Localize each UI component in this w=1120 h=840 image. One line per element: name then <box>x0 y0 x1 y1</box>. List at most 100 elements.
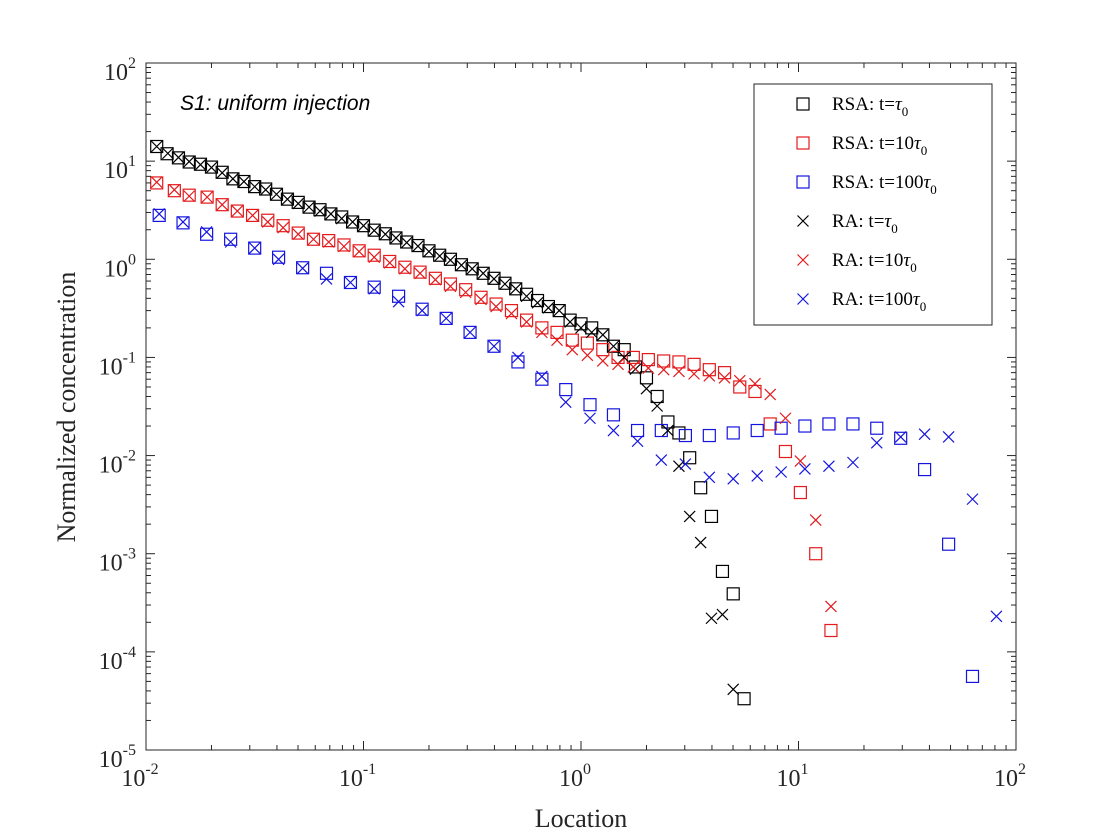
data-point <box>655 454 668 466</box>
data-point <box>368 224 381 237</box>
data-point <box>411 238 425 253</box>
data-point <box>504 304 519 318</box>
data-point <box>433 250 446 262</box>
data-point <box>627 361 640 373</box>
data-point <box>737 692 751 706</box>
data-point <box>542 301 555 314</box>
data-point <box>183 190 196 203</box>
data-point <box>390 232 402 244</box>
y-tick-label: 10-4 <box>99 644 136 675</box>
data-point <box>367 280 381 294</box>
data-point <box>215 198 229 212</box>
data-point <box>474 290 488 304</box>
data-point <box>216 198 229 211</box>
data-point <box>463 325 477 339</box>
data-point <box>512 351 524 364</box>
data-point <box>368 251 381 264</box>
legend-label: RA: t=100τ0 <box>832 289 926 314</box>
data-point <box>443 277 458 291</box>
data-point <box>596 328 609 341</box>
data-point <box>705 612 718 625</box>
data-point <box>291 226 305 240</box>
data-point <box>238 175 250 188</box>
data-point <box>168 183 181 196</box>
data-point <box>320 273 333 285</box>
data-point <box>413 265 427 279</box>
data-point <box>400 236 413 249</box>
data-point <box>535 321 549 335</box>
y-tick-label: 10-1 <box>99 349 136 380</box>
data-point <box>161 147 174 160</box>
data-point <box>487 339 501 353</box>
x-tick-label: 10-2 <box>121 761 158 792</box>
data-point <box>150 176 163 189</box>
data-point <box>444 280 457 293</box>
data-point <box>918 428 931 441</box>
data-point <box>775 466 788 478</box>
data-point <box>630 423 645 438</box>
y-axis-title: Normalized concentration <box>52 272 81 543</box>
x-tick-label: 102 <box>994 761 1026 792</box>
data-point <box>231 205 244 217</box>
data-point <box>733 374 746 387</box>
data-point <box>965 669 980 684</box>
data-point <box>335 212 348 225</box>
legend-entry-6: RA: t=100τ0 <box>797 289 926 314</box>
data-point <box>727 472 740 485</box>
legend-marker <box>796 97 810 111</box>
data-point <box>596 343 610 357</box>
legend-label: RSA: t=100τ0 <box>832 172 937 197</box>
data-point <box>428 271 442 285</box>
data-point <box>990 610 1003 623</box>
data-point <box>194 158 207 171</box>
legend-entry-1: RSA: t=τ0 <box>796 94 908 119</box>
data-point <box>606 339 621 353</box>
data-point <box>499 278 511 290</box>
data-point <box>459 283 473 297</box>
series-5 <box>150 176 837 613</box>
data-point <box>322 236 335 248</box>
data-point <box>726 426 740 440</box>
data-point <box>415 302 429 316</box>
data-point <box>566 343 579 356</box>
data-point <box>726 587 740 601</box>
data-point <box>392 295 405 308</box>
data-point <box>511 355 525 369</box>
chart-annotation: S1: uniform injection <box>180 92 370 115</box>
data-point <box>172 151 185 164</box>
data-point <box>464 326 476 339</box>
legend-marker <box>796 136 810 150</box>
y-tick-label: 100 <box>104 251 136 282</box>
data-point <box>477 267 490 280</box>
data-point <box>639 371 654 385</box>
legend-marker <box>797 215 809 227</box>
data-point <box>357 219 370 232</box>
data-point <box>271 250 286 264</box>
data-point <box>651 400 664 412</box>
y-tick-label: 10-5 <box>99 742 136 773</box>
data-point <box>224 232 238 246</box>
series-2 <box>150 176 838 638</box>
data-point <box>824 623 838 638</box>
data-point <box>763 417 777 431</box>
data-point <box>612 358 624 371</box>
data-point <box>809 547 823 561</box>
data-point <box>412 240 424 253</box>
data-point <box>489 297 503 311</box>
data-point <box>683 510 696 523</box>
data-point <box>281 193 294 206</box>
data-point <box>296 261 310 275</box>
data-point <box>574 317 588 331</box>
data-point <box>798 463 811 475</box>
data-point <box>277 221 290 234</box>
data-point <box>794 455 807 467</box>
data-point <box>531 296 544 309</box>
data-point <box>559 383 573 397</box>
data-point <box>657 363 670 376</box>
data-point <box>292 197 305 210</box>
axis-tick-labels: 10-2 10-1 100 101 102 10-5 10-4 10-3 10-2 10-1 100… <box>99 55 1026 792</box>
data-point <box>822 460 835 473</box>
data-point <box>673 365 685 378</box>
data-point <box>825 600 837 613</box>
data-point <box>367 248 381 262</box>
